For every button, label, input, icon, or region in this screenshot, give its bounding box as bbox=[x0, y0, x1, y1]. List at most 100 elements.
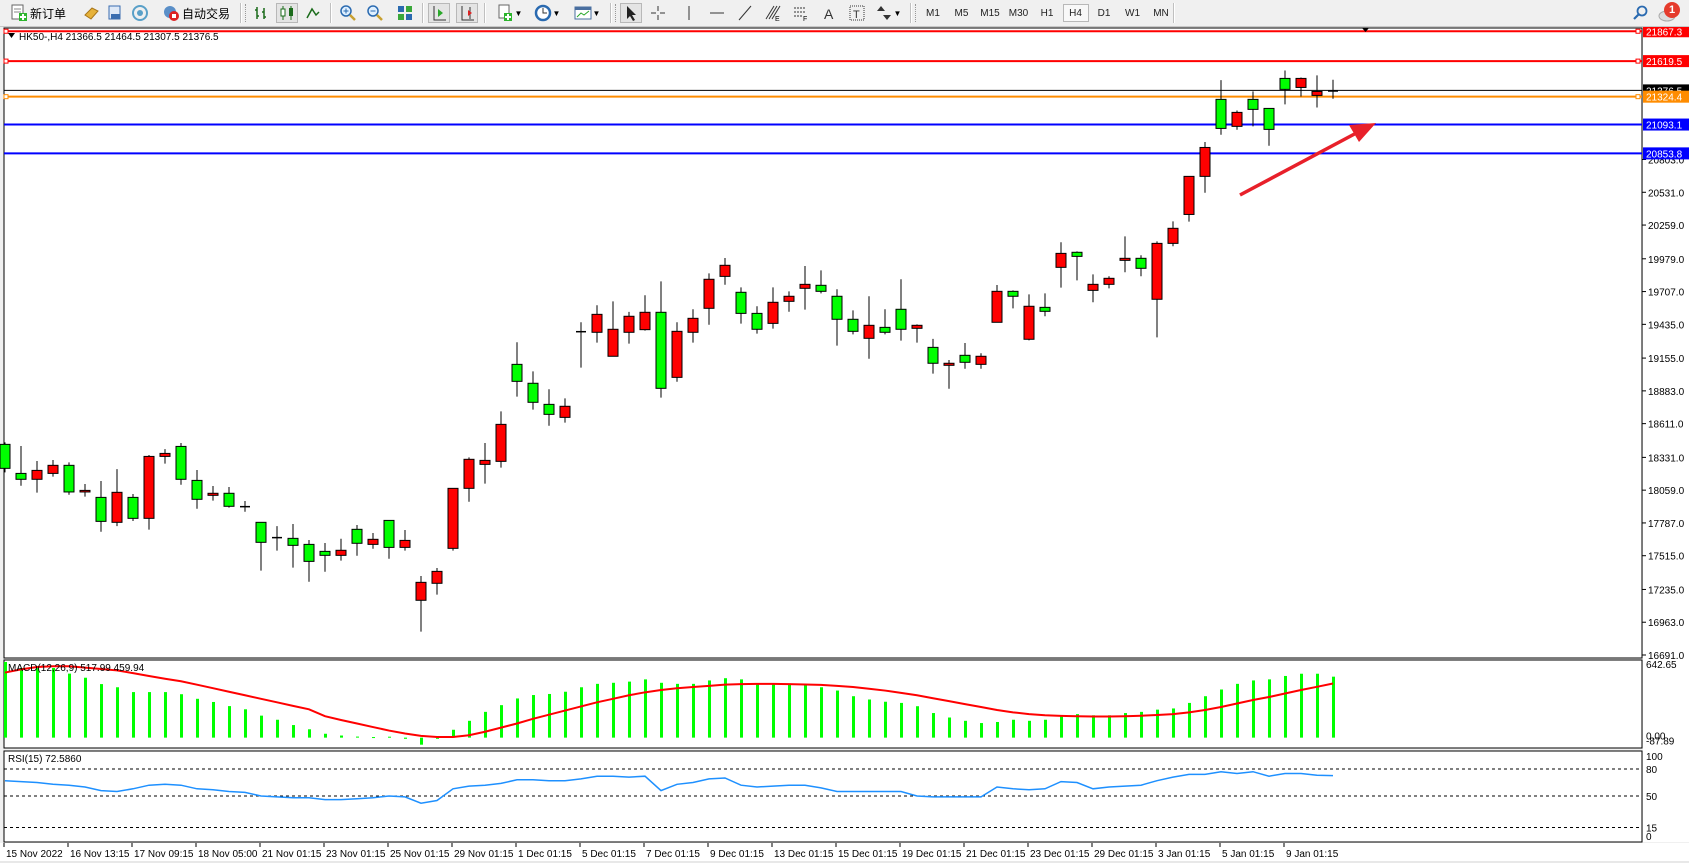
candle[interactable] bbox=[479, 443, 491, 484]
price-axis[interactable] bbox=[1643, 28, 1689, 842]
candle[interactable] bbox=[383, 519, 395, 559]
candle[interactable] bbox=[543, 389, 555, 426]
new-order-button[interactable]: 新订单 bbox=[4, 3, 72, 23]
zoom-out-button[interactable] bbox=[364, 3, 386, 23]
market-watch-button[interactable] bbox=[80, 3, 102, 23]
candle[interactable] bbox=[1007, 290, 1019, 309]
candle[interactable] bbox=[463, 457, 475, 502]
fibonacci-button[interactable]: E bbox=[762, 3, 784, 23]
candle[interactable] bbox=[495, 411, 507, 468]
chart-shift-marker[interactable] bbox=[1362, 28, 1369, 32]
timeframe-m1[interactable]: M1 bbox=[926, 7, 940, 19]
candle[interactable] bbox=[431, 567, 443, 595]
candle[interactable] bbox=[1135, 255, 1147, 277]
candle[interactable] bbox=[1231, 110, 1243, 130]
header-triangle-icon[interactable] bbox=[8, 33, 15, 38]
candle[interactable] bbox=[1215, 80, 1227, 135]
navigator-button[interactable] bbox=[129, 3, 151, 23]
candle[interactable] bbox=[1295, 77, 1307, 97]
candle[interactable] bbox=[287, 524, 299, 568]
candle[interactable] bbox=[879, 309, 891, 335]
candle[interactable] bbox=[143, 454, 155, 530]
candle[interactable] bbox=[799, 266, 811, 310]
candle[interactable] bbox=[863, 296, 875, 359]
candle[interactable] bbox=[319, 543, 331, 572]
candle[interactable] bbox=[1071, 251, 1083, 281]
candle[interactable] bbox=[911, 324, 923, 343]
candle[interactable] bbox=[1119, 236, 1131, 273]
candle[interactable] bbox=[943, 360, 955, 389]
tile-windows-button[interactable] bbox=[394, 3, 416, 23]
line-handle[interactable] bbox=[1635, 58, 1641, 64]
candle[interactable] bbox=[415, 575, 427, 632]
vertical-line-button[interactable] bbox=[678, 3, 700, 23]
candle[interactable] bbox=[63, 462, 75, 495]
candle[interactable] bbox=[719, 257, 731, 285]
arrows-button[interactable]: ▼ bbox=[872, 3, 904, 23]
candle[interactable] bbox=[607, 301, 619, 357]
candle[interactable] bbox=[1183, 175, 1195, 222]
candle[interactable] bbox=[959, 343, 971, 369]
candle[interactable] bbox=[703, 273, 715, 325]
search-button[interactable] bbox=[1630, 3, 1650, 23]
candle[interactable] bbox=[127, 494, 139, 522]
chart-window[interactable]: 20803.0 20531.0 20259.0 19979.0 19707.0 19435… bbox=[0, 27, 1689, 864]
timeframe-w1[interactable]: W1 bbox=[1125, 7, 1140, 19]
candle[interactable] bbox=[1087, 274, 1099, 303]
fibo-fan-button[interactable]: F bbox=[790, 3, 812, 23]
timeframe-h1[interactable]: H1 bbox=[1040, 7, 1054, 19]
candle[interactable] bbox=[991, 284, 1003, 323]
line-handle[interactable] bbox=[3, 58, 9, 64]
horizontal-line-button[interactable] bbox=[706, 3, 728, 23]
candle[interactable] bbox=[111, 469, 123, 527]
candle[interactable] bbox=[639, 295, 651, 331]
candle[interactable] bbox=[31, 460, 43, 493]
candle[interactable] bbox=[671, 322, 683, 382]
candle[interactable] bbox=[207, 486, 219, 501]
candle[interactable] bbox=[79, 484, 91, 497]
candle[interactable] bbox=[255, 521, 267, 571]
candle[interactable] bbox=[351, 524, 363, 556]
candlestick-button[interactable] bbox=[276, 3, 298, 23]
candle[interactable] bbox=[1151, 241, 1163, 338]
candle[interactable] bbox=[975, 353, 987, 369]
bar-chart-button[interactable] bbox=[250, 3, 272, 23]
candle[interactable] bbox=[1167, 221, 1179, 247]
candle[interactable] bbox=[240, 501, 250, 512]
candle[interactable] bbox=[159, 449, 171, 464]
timeframe-h4[interactable]: H4 bbox=[1062, 4, 1089, 22]
candle[interactable] bbox=[335, 538, 347, 561]
candle[interactable] bbox=[303, 540, 315, 582]
candle[interactable] bbox=[783, 291, 795, 312]
zoom-in-button[interactable] bbox=[337, 3, 359, 23]
timeframe-m15[interactable]: M15 bbox=[980, 7, 1000, 19]
candle[interactable] bbox=[751, 306, 763, 334]
line-handle[interactable] bbox=[1635, 94, 1641, 100]
time-axis[interactable] bbox=[0, 843, 1689, 864]
candle[interactable] bbox=[367, 533, 379, 549]
candle[interactable] bbox=[1279, 70, 1291, 105]
candle[interactable] bbox=[831, 289, 843, 346]
trendline-button[interactable] bbox=[734, 3, 756, 23]
candle[interactable] bbox=[767, 287, 779, 329]
indicators-button[interactable]: ▼ bbox=[492, 3, 526, 23]
candle[interactable] bbox=[0, 442, 11, 473]
chart-shift-button[interactable] bbox=[456, 3, 478, 23]
candle[interactable] bbox=[655, 281, 667, 398]
candle[interactable] bbox=[447, 487, 459, 551]
candle[interactable] bbox=[1055, 242, 1067, 288]
candle[interactable] bbox=[847, 310, 859, 335]
candle[interactable] bbox=[175, 443, 187, 485]
auto-scroll-button[interactable] bbox=[428, 3, 450, 23]
candle[interactable] bbox=[527, 371, 539, 410]
templates-button[interactable]: ▼ bbox=[570, 3, 604, 23]
candle[interactable] bbox=[623, 311, 635, 344]
candle[interactable] bbox=[1103, 276, 1115, 289]
candle[interactable] bbox=[95, 480, 107, 532]
candle[interactable] bbox=[591, 305, 603, 343]
candle[interactable] bbox=[1247, 91, 1259, 127]
candle[interactable] bbox=[927, 338, 939, 374]
price-panel[interactable] bbox=[3, 27, 1643, 659]
line-handle[interactable] bbox=[3, 94, 9, 100]
candle[interactable] bbox=[1311, 75, 1323, 108]
